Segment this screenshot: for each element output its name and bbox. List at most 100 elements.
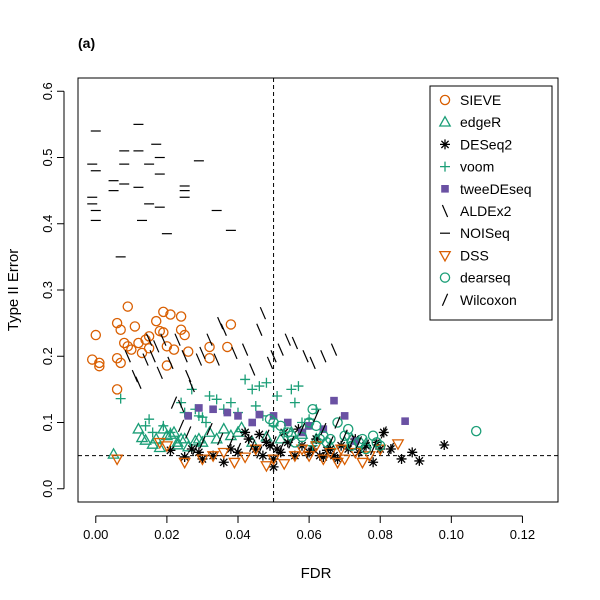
data-point-sieve [133, 337, 144, 349]
data-point-dss [331, 457, 344, 470]
data-point-aldex2 [185, 369, 192, 383]
data-point-sieve [86, 354, 98, 365]
data-point-voom [165, 427, 176, 438]
y-tick-label: 0.5 [40, 148, 55, 166]
data-point-deseq2 [268, 453, 279, 464]
data-point-dss [110, 454, 124, 466]
data-point-wilcoxon [288, 436, 295, 449]
legend-label-voom: voom [460, 159, 494, 175]
data-point-deseq2 [407, 447, 418, 458]
data-point-tweedeseq [283, 418, 292, 427]
data-point-aldex2 [124, 350, 131, 363]
data-point-voom [225, 397, 236, 408]
data-point-aldex2 [320, 350, 327, 363]
data-point-dss [217, 447, 231, 460]
data-point-deseq2 [250, 444, 261, 454]
data-point-voom [293, 381, 304, 392]
data-point-dearseq [307, 403, 318, 415]
axis-layer: 0.00 0.02 0.04 0.06 0.08 0.10 0.12 0.0 0.1 0.2 0.3… [40, 82, 535, 542]
data-point-dearseq [332, 417, 343, 428]
data-point-sieve [158, 327, 169, 338]
series-wilcoxon [170, 396, 395, 459]
data-point-dearseq [275, 420, 286, 432]
legend-marker-dearseq [439, 272, 451, 283]
data-point-sieve [115, 357, 126, 369]
data-point-aldex2 [217, 316, 224, 330]
data-point-sieve [115, 324, 126, 335]
data-point-wilcoxon [170, 396, 178, 409]
y-tick-label: 0.1 [40, 413, 55, 431]
data-point-aldex2 [302, 350, 309, 363]
data-point-dearseq [318, 430, 329, 441]
x-tick-label: 0.06 [296, 527, 321, 542]
plot-frame [77, 77, 559, 503]
data-point-edger [181, 440, 195, 452]
data-point-edger [189, 434, 202, 446]
data-point-deseq2 [186, 444, 197, 454]
data-point-deseq2 [282, 437, 293, 448]
data-point-dearseq [303, 417, 315, 428]
data-point-deseq2 [208, 450, 219, 461]
data-point-dss [178, 457, 191, 470]
data-point-sieve [168, 344, 180, 355]
data-point-wilcoxon [380, 426, 387, 439]
data-point-sieve [136, 347, 148, 359]
data-point-voom [201, 417, 211, 428]
y-tick-label: 0.2 [40, 347, 55, 365]
data-point-voom [250, 400, 261, 411]
legend-marker-tweedeseq [441, 185, 449, 193]
legend-label-deseq2: DESeq2 [460, 136, 512, 152]
data-point-wilcoxon [249, 439, 256, 452]
data-point-deseq2 [257, 450, 268, 461]
x-tick-label: 0.08 [368, 527, 393, 542]
y-tick-label: 0.3 [40, 281, 55, 299]
data-point-aldex2 [206, 333, 213, 346]
data-point-wilcoxon [387, 442, 395, 456]
data-point-deseq2 [414, 455, 425, 466]
data-point-wilcoxon [277, 442, 284, 456]
data-point-wilcoxon [185, 426, 192, 439]
data-point-aldex2 [277, 343, 284, 356]
data-point-edger [146, 437, 159, 449]
data-point-edger [132, 422, 145, 434]
data-point-dearseq [470, 425, 482, 437]
x-tick-label: 0.12 [510, 527, 535, 542]
data-point-dearseq [286, 430, 297, 441]
data-point-sieve [175, 324, 187, 335]
series-aldex2 [124, 306, 338, 413]
data-point-aldex2 [259, 306, 267, 320]
data-point-wilcoxon [348, 436, 355, 449]
data-point-edger [171, 438, 184, 450]
data-point-dearseq [314, 433, 326, 445]
data-point-sieve [204, 341, 215, 353]
legend-label-dearseq: dearseq [460, 270, 511, 286]
data-point-dearseq [374, 440, 386, 451]
data-point-voom [247, 384, 258, 395]
panel-label: (a) [78, 35, 95, 51]
data-point-deseq2 [218, 457, 229, 468]
data-point-dearseq [371, 437, 382, 448]
data-point-voom [211, 394, 222, 405]
data-point-deseq2 [268, 461, 279, 472]
data-point-deseq2 [311, 434, 322, 445]
data-point-dearseq [339, 430, 350, 441]
data-point-dearseq [321, 437, 333, 448]
data-point-aldex2 [309, 356, 316, 370]
data-point-tweedeseq [234, 412, 242, 420]
data-point-wilcoxon [256, 446, 263, 459]
data-point-edger [203, 425, 216, 437]
data-point-sieve [150, 315, 162, 327]
data-point-deseq2 [197, 453, 208, 464]
data-point-dearseq [268, 417, 279, 428]
data-point-voom [115, 393, 126, 404]
data-point-deseq2 [233, 447, 243, 458]
x-tick-label: 0.00 [83, 527, 108, 542]
data-point-dss [160, 441, 174, 453]
data-point-aldex2 [149, 350, 156, 363]
data-point-wilcoxon [206, 422, 213, 436]
legend-marker-wilcoxon [441, 293, 449, 307]
data-point-wilcoxon [270, 436, 277, 449]
legend-marker-edger [438, 115, 452, 127]
data-point-deseq2 [265, 440, 275, 451]
data-point-dss [260, 461, 273, 473]
